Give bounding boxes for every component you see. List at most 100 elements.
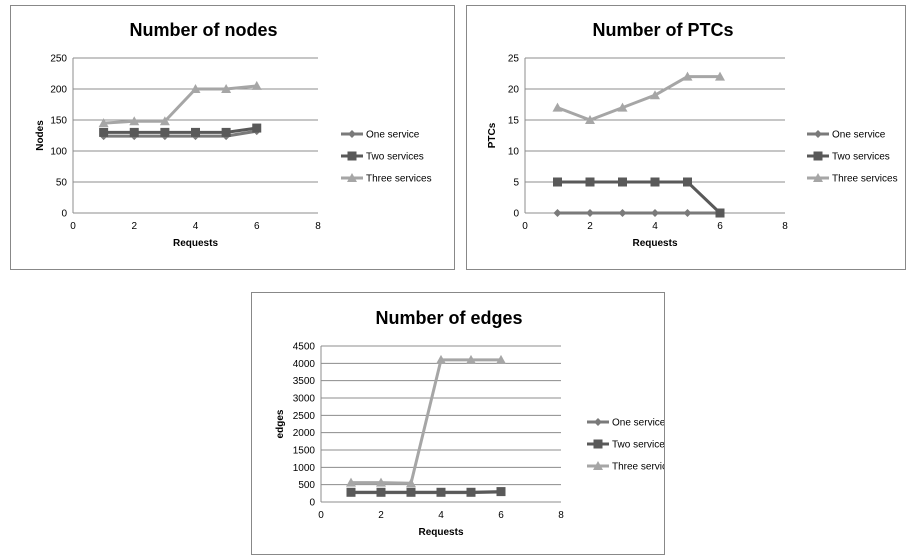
y-tick-label: 0: [513, 209, 519, 220]
y-tick-label: 4000: [293, 359, 316, 370]
x-tick-label: 6: [498, 510, 504, 521]
data-point: [683, 177, 692, 187]
data-point: [496, 354, 506, 364]
y-tick-label: 50: [56, 178, 68, 189]
data-point: [496, 487, 506, 497]
legend-marker: [593, 439, 603, 449]
data-point: [406, 487, 416, 497]
data-point: [586, 209, 594, 217]
data-point: [617, 102, 628, 112]
data-point: [129, 127, 139, 137]
series-line: [103, 126, 257, 134]
x-tick-label: 2: [131, 221, 137, 232]
data-point: [651, 209, 659, 217]
x-tick-label: 6: [717, 221, 723, 232]
data-point: [436, 354, 446, 364]
legend-marker: [813, 173, 823, 182]
y-tick-label: 5: [513, 178, 519, 189]
y-axis-title: PTCs: [487, 122, 498, 148]
series-line: [103, 84, 257, 125]
data-point: [376, 477, 386, 487]
y-tick-label: 4500: [293, 342, 316, 353]
data-point: [650, 177, 660, 187]
x-axis-title: Requests: [173, 238, 218, 249]
data-point: [585, 177, 595, 187]
y-tick-label: 200: [50, 85, 67, 96]
chart-panel-edges: Number of edges 0 500 1000 1500 2000 2500 3000 3…: [251, 292, 665, 555]
data-point: [466, 354, 476, 364]
data-point: [346, 477, 356, 487]
y-tick-label: 100: [50, 147, 67, 158]
x-tick-label: 0: [522, 221, 528, 232]
legend-marker: [348, 130, 356, 138]
data-point: [553, 209, 562, 217]
series-line: [556, 75, 720, 122]
y-axis-title: edges: [275, 409, 286, 438]
chart-svg: Number of edges 0 500 1000 1500 2000 2500 3000 3…: [275, 308, 664, 538]
legend-label: Two services: [612, 440, 664, 451]
y-tick-label: 500: [298, 480, 315, 491]
data-point: [252, 123, 262, 133]
data-point: [376, 487, 386, 497]
x-tick-label: 2: [378, 510, 384, 521]
series-line: [351, 490, 502, 494]
legend-marker: [813, 151, 823, 161]
x-tick-label: 2: [587, 221, 593, 232]
y-tick-label: 3500: [293, 376, 316, 387]
data-point: [683, 209, 692, 217]
data-point: [190, 84, 201, 93]
x-tick-label: 0: [70, 221, 76, 232]
chart-title: Number of edges: [375, 308, 522, 328]
series-line: [557, 180, 722, 215]
data-point: [346, 487, 356, 497]
legend-label: One service: [366, 130, 420, 141]
chart-svg: Number of PTCs 0 5 10 15 20 25 0 2 4 6 8 Requests PTC…: [487, 20, 898, 249]
legend-label: One service: [832, 130, 886, 141]
x-tick-label: 6: [254, 221, 260, 232]
x-tick-label: 8: [558, 510, 564, 521]
data-point: [406, 478, 416, 488]
data-point: [466, 487, 476, 497]
y-axis-title: Nodes: [35, 120, 46, 151]
data-point: [221, 84, 232, 93]
legend-marker: [814, 130, 822, 138]
legend-label: One service: [612, 418, 664, 429]
x-axis-title: Requests: [632, 238, 677, 249]
chart-svg: Number of nodes 0 50 100 150 200 250 0 2 4 6 8 Reque…: [35, 20, 432, 249]
x-tick-label: 0: [318, 510, 324, 521]
data-point: [585, 115, 595, 124]
legend-label: Three services: [832, 174, 898, 185]
y-tick-label: 150: [50, 116, 67, 127]
chart-panel-nodes: Number of nodes 0 50 100 150 200 250 0 2 4 6 8 Reque…: [10, 5, 455, 270]
data-point: [715, 208, 725, 218]
y-tick-label: 25: [508, 54, 520, 65]
legend-label: Three services: [366, 174, 432, 185]
series-line: [351, 358, 501, 485]
data-point: [251, 80, 262, 90]
data-point: [99, 127, 109, 137]
legend-marker: [347, 151, 357, 161]
y-tick-label: 2500: [293, 411, 316, 422]
y-tick-label: 250: [50, 54, 67, 65]
data-point: [221, 127, 231, 137]
x-tick-label: 8: [782, 221, 788, 232]
chart-title: Number of PTCs: [592, 20, 733, 40]
y-tick-label: 3000: [293, 394, 316, 405]
legend-label: Two services: [832, 152, 890, 163]
x-tick-label: 4: [438, 510, 444, 521]
x-tick-label: 8: [315, 221, 321, 232]
data-point: [650, 90, 660, 100]
data-point: [618, 177, 627, 187]
legend-marker: [594, 418, 602, 426]
data-point: [682, 71, 693, 81]
data-point: [436, 487, 446, 497]
chart-title: Number of nodes: [129, 20, 277, 40]
y-tick-label: 15: [508, 116, 520, 127]
data-point: [552, 102, 563, 112]
legend-label: Three services: [612, 462, 664, 473]
chart-panel-ptcs: Number of PTCs 0 5 10 15 20 25 0 2 4 6 8 Requests PTC…: [466, 5, 906, 270]
data-point: [618, 209, 627, 217]
y-tick-label: 2000: [293, 428, 316, 439]
legend-label: Two services: [366, 152, 424, 163]
legend-marker: [593, 461, 603, 470]
